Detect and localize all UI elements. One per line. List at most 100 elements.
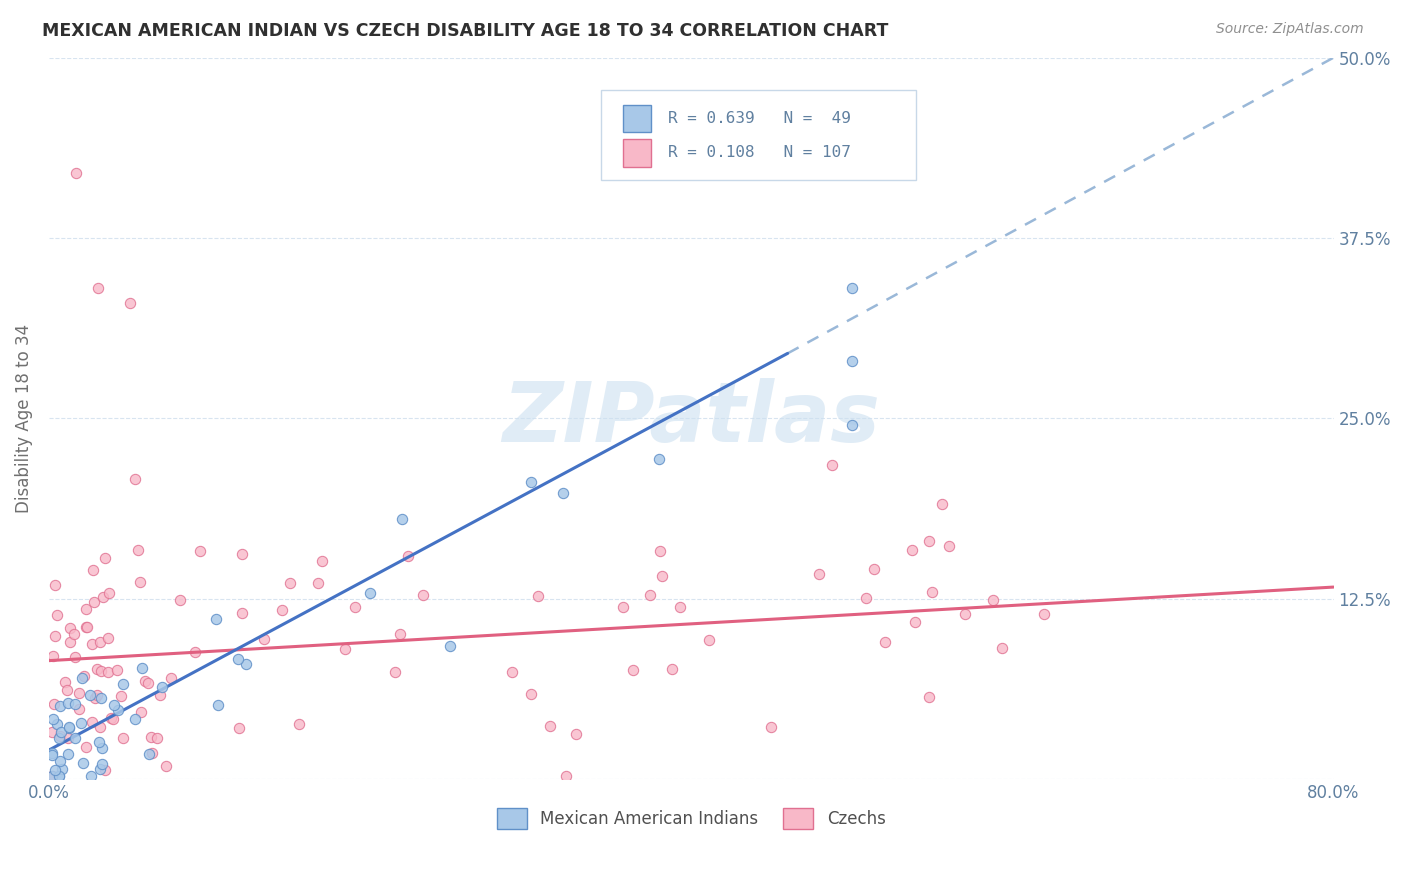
Point [129, 705, 152, 719]
Point [63, 627, 86, 641]
Point [841, 354, 863, 368]
Point [648, 544, 671, 558]
Point [56, 682, 79, 697]
Point [69, 715, 91, 730]
Point [231, 547, 253, 561]
Point [228, 721, 250, 735]
Point [621, 663, 644, 677]
Point [42, 649, 65, 664]
Point [86, 688, 108, 702]
Point [391, 512, 413, 526]
Point [396, 549, 419, 563]
Point [72, 756, 94, 771]
Point [49, 754, 72, 768]
Point [388, 626, 411, 640]
Point [551, 486, 574, 500]
Point [519, 475, 541, 490]
Point [697, 633, 720, 648]
Text: Source: ZipAtlas.com: Source: ZipAtlas.com [1216, 22, 1364, 37]
Point [205, 611, 228, 625]
Point [131, 661, 153, 675]
Point [75, 620, 97, 634]
Point [118, 296, 141, 310]
Point [231, 606, 253, 620]
Point [58, 731, 80, 746]
Point [278, 576, 301, 591]
Point [45, 607, 67, 622]
Point [918, 534, 941, 549]
Point [127, 542, 149, 557]
Point [111, 677, 134, 691]
Point [150, 680, 173, 694]
Point [155, 759, 177, 773]
Point [520, 687, 543, 701]
Point [51, 763, 73, 777]
Point [124, 472, 146, 486]
Point [41, 725, 63, 739]
Point [59, 621, 82, 635]
Point [901, 543, 924, 558]
Point [648, 452, 671, 467]
Point [44, 578, 66, 592]
Point [44, 629, 66, 643]
Point [501, 665, 523, 679]
Point [134, 673, 156, 688]
Point [58, 747, 80, 762]
Point [138, 747, 160, 761]
Point [86, 663, 108, 677]
Point [44, 697, 66, 711]
Point [65, 731, 87, 745]
Point [76, 620, 98, 634]
Point [63, 649, 86, 664]
Point [101, 712, 124, 726]
Point [110, 690, 132, 704]
Point [67, 686, 90, 700]
Point [955, 607, 977, 621]
Point [141, 746, 163, 760]
Point [149, 688, 172, 702]
Point [169, 592, 191, 607]
Point [49, 730, 72, 744]
Point [863, 562, 886, 576]
Point [612, 599, 634, 614]
Text: R = 0.108   N = 107: R = 0.108 N = 107 [668, 145, 851, 161]
Point [46, 716, 69, 731]
Point [51, 725, 73, 739]
Point [146, 731, 169, 746]
Point [48, 731, 70, 745]
Point [89, 635, 111, 649]
Point [70, 672, 93, 686]
Point [384, 665, 406, 680]
Point [59, 634, 82, 648]
Point [228, 652, 250, 666]
Point [49, 699, 72, 714]
Point [65, 166, 87, 180]
Point [107, 703, 129, 717]
Point [651, 568, 673, 582]
Point [159, 671, 181, 685]
Point [207, 698, 229, 712]
FancyBboxPatch shape [602, 90, 917, 180]
Point [91, 741, 114, 756]
Point [821, 458, 844, 472]
Point [184, 645, 207, 659]
Point [855, 591, 877, 605]
Point [41, 748, 63, 763]
Point [235, 657, 257, 671]
Point [89, 735, 111, 749]
Point [841, 281, 863, 295]
Point [97, 665, 120, 680]
Point [67, 702, 90, 716]
Point [90, 665, 112, 679]
Point [58, 696, 80, 710]
Point [89, 762, 111, 776]
Point [253, 632, 276, 647]
Point [41, 746, 63, 760]
FancyBboxPatch shape [623, 104, 651, 132]
Point [904, 615, 927, 629]
Point [80, 637, 103, 651]
Point [90, 756, 112, 771]
Point [91, 591, 114, 605]
Point [554, 769, 576, 783]
Text: R = 0.639   N =  49: R = 0.639 N = 49 [668, 111, 851, 126]
